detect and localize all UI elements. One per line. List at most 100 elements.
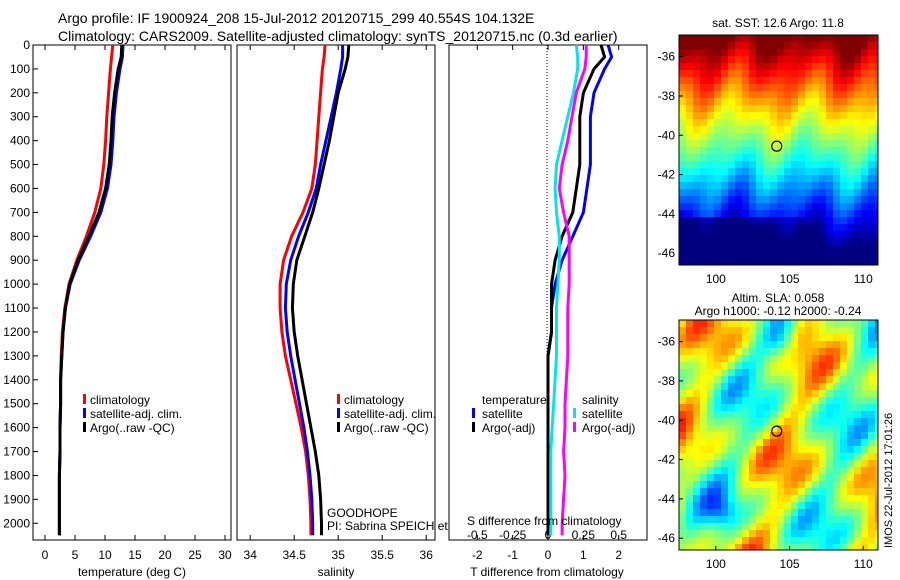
field-cell <box>770 252 777 259</box>
field-cell <box>784 453 791 460</box>
field-cell <box>868 203 875 210</box>
field-cell <box>784 245 791 252</box>
field-cell <box>777 119 784 126</box>
field-cell <box>798 397 805 404</box>
field-cell <box>749 245 756 252</box>
field-cell <box>798 348 805 355</box>
field-cell <box>756 77 763 84</box>
field-cell <box>700 341 707 348</box>
field-cell <box>854 327 861 334</box>
field-cell <box>700 77 707 84</box>
field-cell <box>686 175 693 182</box>
field-cell <box>693 49 700 56</box>
field-cell <box>875 327 878 334</box>
field-cell <box>686 112 693 119</box>
field-cell <box>679 439 686 446</box>
field-cell <box>679 56 686 63</box>
field-cell <box>777 49 784 56</box>
field-cell <box>805 355 812 362</box>
field-cell <box>756 98 763 105</box>
field-cell <box>756 231 763 238</box>
field-cell <box>770 369 777 376</box>
field-cell <box>763 488 770 495</box>
field-cell <box>875 56 878 63</box>
field-cell <box>826 446 833 453</box>
y-tick-label: 1000 <box>3 277 30 291</box>
field-cell <box>819 516 826 523</box>
field-cell <box>833 404 840 411</box>
field-cell <box>686 224 693 231</box>
field-cell <box>868 523 875 530</box>
field-cell <box>812 238 819 245</box>
field-cell <box>847 411 854 418</box>
field-cell <box>826 203 833 210</box>
field-cell <box>798 369 805 376</box>
field-cell <box>763 140 770 147</box>
field-cell <box>833 112 840 119</box>
sla-latitude-axis: -36-38-40-42-44-46 <box>658 335 683 545</box>
field-cell <box>791 334 798 341</box>
field-cell <box>819 63 826 70</box>
field-cell <box>679 341 686 348</box>
field-cell <box>791 383 798 390</box>
field-cell <box>826 147 833 154</box>
field-cell <box>721 49 728 56</box>
field-cell <box>833 460 840 467</box>
field-cell <box>784 196 791 203</box>
field-cell <box>721 56 728 63</box>
field-cell <box>833 495 840 502</box>
field-cell <box>798 245 805 252</box>
field-cell <box>679 189 686 196</box>
field-cell <box>742 502 749 509</box>
field-cell <box>756 474 763 481</box>
legend-label-argo: Argo(..raw -QC) <box>90 421 175 435</box>
field-cell <box>777 112 784 119</box>
field-cell <box>742 175 749 182</box>
field-cell <box>861 334 868 341</box>
field-cell <box>791 63 798 70</box>
field-cell <box>749 460 756 467</box>
field-cell <box>707 63 714 70</box>
field-cell <box>679 182 686 189</box>
field-cell <box>763 147 770 154</box>
field-cell <box>777 91 784 98</box>
field-cell <box>742 77 749 84</box>
field-cell <box>791 70 798 77</box>
field-cell <box>756 320 763 327</box>
field-cell <box>847 530 854 537</box>
field-cell <box>679 49 686 56</box>
field-cell <box>833 432 840 439</box>
field-cell <box>707 56 714 63</box>
field-cell <box>826 175 833 182</box>
field-cell <box>875 474 878 481</box>
field-cell <box>777 481 784 488</box>
field-cell <box>854 84 861 91</box>
field-cell <box>679 432 686 439</box>
field-cell <box>847 77 854 84</box>
field-cell <box>819 362 826 369</box>
field-cell <box>861 217 868 224</box>
field-cell <box>812 397 819 404</box>
field-cell <box>868 334 875 341</box>
field-cell <box>693 488 700 495</box>
field-cell <box>840 453 847 460</box>
field-cell <box>805 481 812 488</box>
field-cell <box>756 439 763 446</box>
figure-title-line2: Climatology: CARS2009. Satellite-adjuste… <box>58 28 618 44</box>
field-cell <box>812 140 819 147</box>
field-cell <box>714 203 721 210</box>
field-cell <box>735 133 742 140</box>
field-cell <box>728 446 735 453</box>
field-cell <box>714 63 721 70</box>
field-cell <box>798 98 805 105</box>
field-cell <box>826 182 833 189</box>
field-cell <box>854 355 861 362</box>
field-cell <box>707 189 714 196</box>
field-cell <box>875 133 878 140</box>
field-cell <box>756 35 763 42</box>
field-cell <box>707 140 714 147</box>
field-cell <box>812 355 819 362</box>
field-cell <box>763 362 770 369</box>
field-cell <box>700 369 707 376</box>
field-cell <box>861 56 868 63</box>
